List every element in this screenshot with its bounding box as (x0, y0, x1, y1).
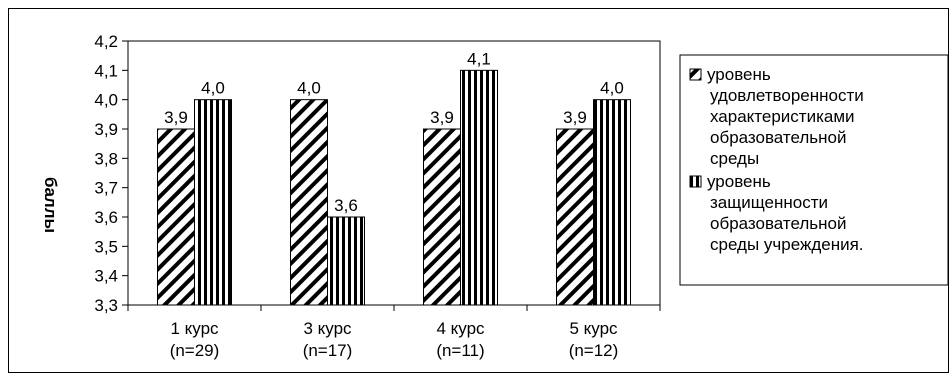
bar (290, 99, 328, 306)
y-tick-label: 3,8 (94, 149, 118, 168)
legend-label: образовательной (710, 214, 847, 233)
data-label: 4,0 (297, 79, 321, 98)
bar (157, 128, 195, 306)
y-tick-label: 4,1 (94, 61, 118, 80)
bar (593, 99, 631, 306)
y-tick-label: 3,6 (94, 208, 118, 227)
legend-box (679, 54, 949, 286)
x-category-label: 5 курс (569, 319, 618, 338)
y-tick-label: 3,7 (94, 179, 118, 198)
x-category-label: (n=11) (436, 341, 484, 360)
legend-label: образовательной (710, 128, 847, 147)
x-category-label: 4 курс (436, 319, 485, 338)
bar (556, 128, 594, 306)
data-label: 4,1 (467, 49, 491, 68)
bar (460, 69, 498, 306)
legend-label: удовлетворенности (710, 86, 864, 105)
data-label: 3,6 (334, 196, 358, 215)
x-category-label: 3 курс (303, 319, 352, 338)
bar (327, 216, 365, 306)
legend-label: среды учреждения. (710, 235, 864, 254)
x-category-label: (n=29) (170, 341, 220, 360)
data-label: 3,9 (430, 108, 454, 127)
bar (423, 128, 461, 306)
y-tick-label: 3,5 (94, 237, 118, 256)
x-category-label: (n=12) (569, 341, 619, 360)
x-category-label: (n=17) (303, 341, 353, 360)
legend-swatch (689, 68, 702, 81)
legend-label: среды (710, 149, 759, 168)
y-tick-label: 3,4 (94, 267, 118, 286)
legend-label: характеристиками (710, 107, 855, 126)
y-tick-label: 3,9 (94, 120, 118, 139)
legend-label: уровень (707, 65, 771, 84)
legend-swatch (689, 175, 702, 188)
y-tick-label: 4,2 (94, 32, 118, 51)
x-category-label: 1 курс (170, 319, 219, 338)
data-label: 3,9 (164, 108, 188, 127)
legend-label: защищенности (710, 193, 828, 212)
y-axis-label: баллы (41, 177, 60, 233)
legend-label: уровень (707, 172, 771, 191)
data-label: 3,9 (563, 108, 587, 127)
y-tick-label: 3,3 (94, 296, 118, 315)
y-tick-label: 4,0 (94, 91, 118, 110)
data-label: 4,0 (600, 79, 624, 98)
data-label: 4,0 (201, 79, 225, 98)
bar (194, 99, 232, 306)
